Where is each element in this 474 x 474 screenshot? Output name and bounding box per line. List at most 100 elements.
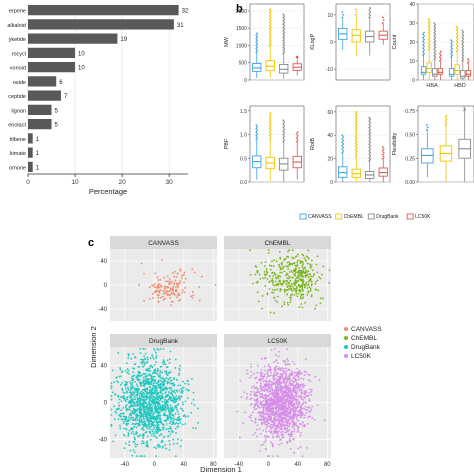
outlier-point xyxy=(282,20,285,22)
scatter-point xyxy=(155,428,158,431)
x-tick-label: 0 xyxy=(153,462,157,468)
scatter-point xyxy=(275,277,278,280)
bar-value-label: 10 xyxy=(78,51,85,57)
y-tick-label: 10 xyxy=(327,13,333,19)
scatter-point xyxy=(130,383,133,386)
scatter-point xyxy=(138,397,141,400)
scatter-point xyxy=(181,289,184,292)
scatter-point xyxy=(275,412,278,414)
scatter-point xyxy=(151,355,154,358)
scatter-point xyxy=(291,405,293,407)
scatter-point xyxy=(272,291,275,294)
scatter-point xyxy=(282,395,285,397)
scatter-point xyxy=(271,389,274,392)
scatter-point xyxy=(173,283,176,286)
scatter-point xyxy=(123,418,126,420)
scatter-point xyxy=(263,270,266,273)
scatter-point xyxy=(328,282,331,284)
scatter-point xyxy=(255,376,258,379)
scatter-point xyxy=(279,396,282,398)
outlier-point xyxy=(433,54,436,57)
scatter-point xyxy=(290,269,293,272)
scatter-point xyxy=(252,391,255,393)
scatter-point xyxy=(171,406,174,409)
scatter-point xyxy=(128,444,131,446)
scatter-point xyxy=(113,381,116,384)
scatter-point xyxy=(252,411,254,414)
outlier-point xyxy=(269,29,272,32)
outlier-point xyxy=(268,120,271,123)
scatter-point xyxy=(249,393,252,396)
scatter-point xyxy=(187,380,189,383)
scatter-point xyxy=(183,281,185,284)
scatter-point xyxy=(153,286,156,289)
scatter-point xyxy=(145,368,148,371)
scatter-facet: LC50K-40 0 40 80 xyxy=(224,334,331,468)
legend-key xyxy=(406,213,414,220)
scatter-point xyxy=(164,398,167,401)
scatter-point xyxy=(269,406,272,409)
scatter-point xyxy=(309,415,312,418)
scatter-point xyxy=(295,399,297,402)
scatter-point xyxy=(171,413,174,416)
scatter-point xyxy=(295,293,298,295)
outlier-point xyxy=(422,50,425,53)
scatter-point xyxy=(148,430,151,433)
scatter-point xyxy=(155,455,157,458)
scatter-point xyxy=(289,440,292,442)
scatter-point xyxy=(168,282,171,284)
scatter-point xyxy=(143,364,146,366)
outlier-point xyxy=(461,29,464,32)
scatter-point xyxy=(168,283,171,286)
scatter-point xyxy=(153,417,155,420)
scatter-point xyxy=(137,374,140,377)
scatter-point xyxy=(301,297,304,300)
scatter-point xyxy=(136,419,139,421)
scatter-point xyxy=(149,388,152,391)
scatter-point xyxy=(151,408,153,411)
box-body xyxy=(432,68,438,77)
outlier-point xyxy=(282,39,285,42)
outlier-point xyxy=(445,122,448,124)
scatter-point xyxy=(244,411,246,414)
scatter-point xyxy=(151,402,154,405)
scatter-point xyxy=(129,397,132,399)
scatter-point xyxy=(263,410,265,412)
scatter-point xyxy=(299,260,302,262)
scatter-point xyxy=(274,413,277,416)
scatter-point xyxy=(269,428,272,430)
outlier-point xyxy=(368,120,371,122)
scatter-point xyxy=(119,424,121,427)
outlier-point xyxy=(427,31,430,34)
outlier-point xyxy=(433,48,436,51)
scatter-point xyxy=(111,369,114,372)
scatter-point xyxy=(288,423,291,426)
outlier-point xyxy=(428,26,431,29)
outlier-point xyxy=(428,30,431,32)
scatter-point xyxy=(175,422,178,424)
scatter-point xyxy=(152,424,155,427)
scatter-point xyxy=(284,426,287,429)
scatter-point xyxy=(292,416,295,419)
scatter-point xyxy=(281,369,283,372)
scatter-point xyxy=(261,372,264,375)
scatter-point xyxy=(256,364,259,367)
scatter-point xyxy=(300,404,303,407)
outlier-point xyxy=(268,14,271,17)
scatter-point xyxy=(153,416,155,418)
scatter-point xyxy=(274,347,276,350)
scatter-point xyxy=(268,425,270,427)
scatter-point xyxy=(291,433,293,436)
scatter-point xyxy=(175,286,177,288)
scatter-point xyxy=(289,447,292,450)
scatter-point xyxy=(264,406,267,409)
scatter-point xyxy=(280,262,283,265)
scatter-point xyxy=(143,402,146,404)
scatter-point xyxy=(264,385,267,388)
scatter-point xyxy=(291,420,294,422)
scatter-point xyxy=(269,368,272,370)
scatter-point xyxy=(143,389,146,392)
scatter-point xyxy=(250,363,252,366)
scatter-point xyxy=(149,382,152,385)
